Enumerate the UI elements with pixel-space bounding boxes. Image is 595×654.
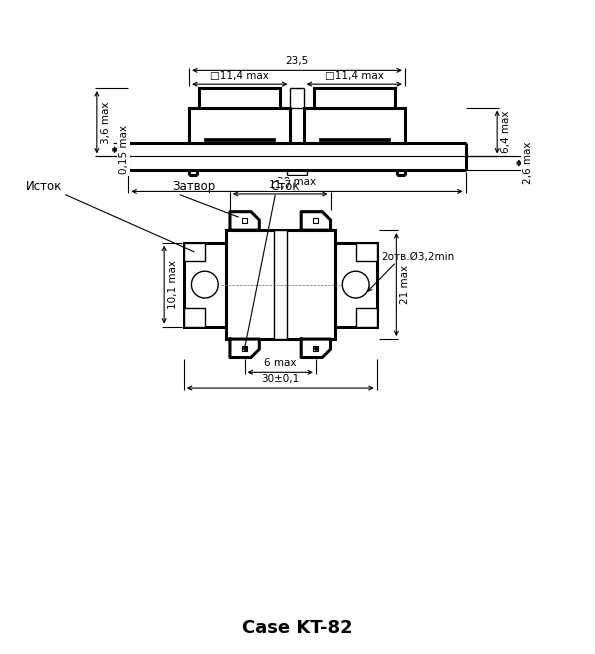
Bar (314, 88, 394, 108)
Text: Case KT-82: Case KT-82 (242, 619, 352, 637)
Text: 23,5: 23,5 (286, 56, 309, 67)
Bar (204, 138, 275, 141)
Text: □11,4 max: □11,4 max (325, 71, 384, 81)
Polygon shape (230, 339, 259, 358)
Bar (314, 346, 318, 351)
Bar (226, 230, 335, 339)
Bar (335, 243, 377, 326)
Bar (242, 218, 247, 224)
Bar (319, 138, 390, 141)
Bar (242, 346, 247, 351)
Text: 30±0,1: 30±0,1 (261, 374, 299, 384)
Text: 0,15 max: 0,15 max (118, 126, 129, 174)
Text: 38 max: 38 max (277, 177, 317, 188)
Bar (314, 218, 318, 224)
Bar (303, 108, 405, 143)
Polygon shape (301, 339, 331, 358)
Bar (199, 88, 280, 108)
Bar (274, 230, 287, 339)
Text: Исток: Исток (26, 180, 62, 193)
Text: 3,6 max: 3,6 max (101, 101, 111, 143)
Text: 10,1 max: 10,1 max (168, 260, 178, 309)
Text: 2отв.Ø3,2min: 2отв.Ø3,2min (381, 252, 455, 262)
Bar (356, 308, 377, 326)
Polygon shape (230, 212, 259, 230)
Bar (189, 108, 290, 143)
Text: 6,4 max: 6,4 max (501, 111, 511, 153)
Text: □11,4 max: □11,4 max (211, 71, 269, 81)
Text: 2,6 max: 2,6 max (523, 142, 533, 184)
Bar (184, 243, 205, 261)
Bar (184, 243, 226, 326)
Text: Затвор: Затвор (172, 180, 215, 193)
Text: 6 max: 6 max (264, 358, 296, 368)
Polygon shape (301, 212, 331, 230)
Text: Сток: Сток (270, 180, 300, 193)
Bar (356, 243, 377, 261)
Text: 21 max: 21 max (400, 265, 411, 304)
Bar (184, 308, 205, 326)
Text: 11,7: 11,7 (268, 180, 292, 190)
